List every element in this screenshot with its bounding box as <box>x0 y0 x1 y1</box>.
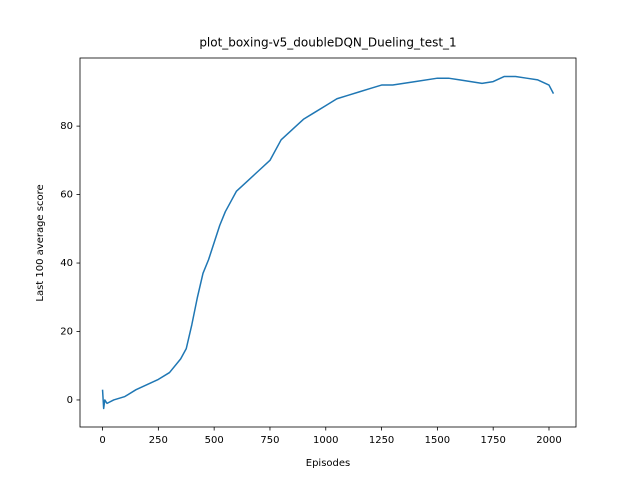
y-tick-label: 60 <box>60 190 73 201</box>
x-tick-label: 2000 <box>536 435 561 446</box>
x-tick-label: 1500 <box>425 435 450 446</box>
y-tick-label: 20 <box>60 326 73 337</box>
line-series <box>101 75 555 410</box>
y-tick-label: 40 <box>60 258 73 269</box>
y-tick-label: 0 <box>67 395 73 406</box>
plot-frame <box>79 57 577 428</box>
x-tick-label: 1000 <box>313 435 338 446</box>
x-tick-label: 1750 <box>480 435 505 446</box>
x-tick-label: 1250 <box>369 435 394 446</box>
y-axis-label: Last 100 average score <box>35 184 46 301</box>
x-tick-label: 750 <box>260 435 279 446</box>
x-tick-label: 500 <box>205 435 224 446</box>
x-tick-label: 250 <box>149 435 168 446</box>
chart-title: plot_boxing-v5_doubleDQN_Dueling_test_1 <box>199 36 456 50</box>
y-tick-label: 80 <box>60 121 73 132</box>
x-axis-label: Episodes <box>306 458 350 469</box>
x-tick-label: 0 <box>99 435 105 446</box>
